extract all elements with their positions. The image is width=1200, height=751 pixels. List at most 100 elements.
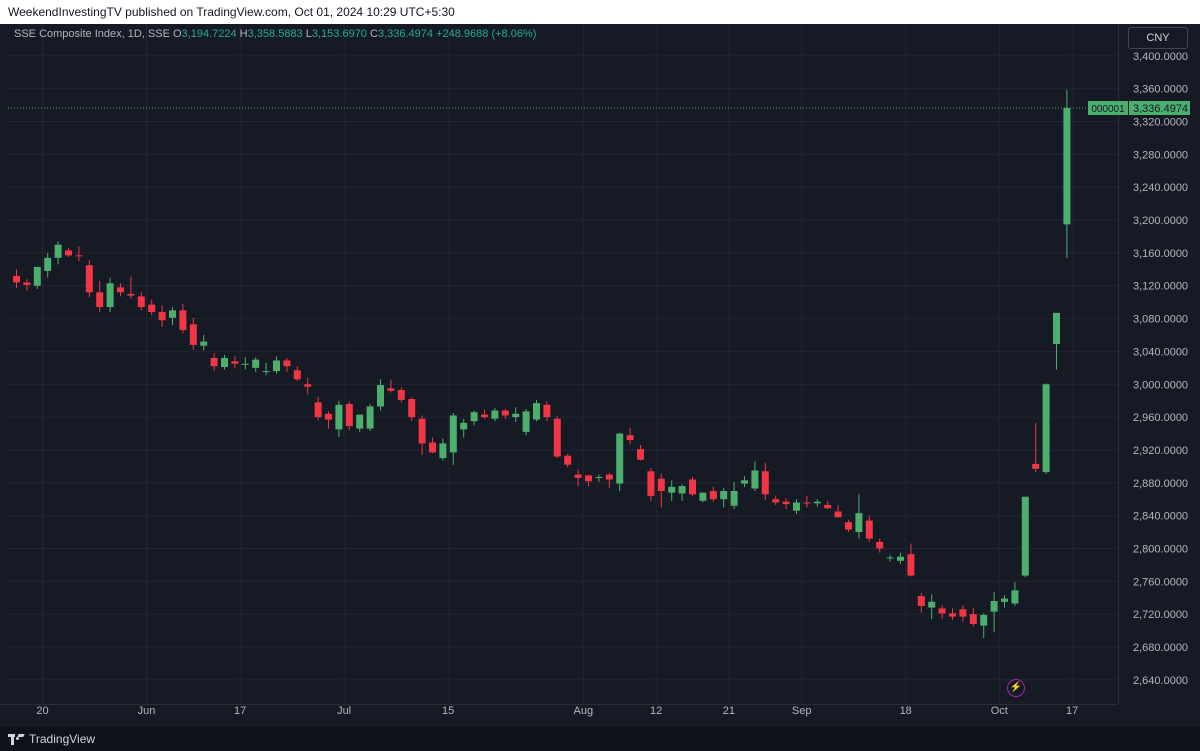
candle-body [803, 502, 811, 504]
candle-body [522, 411, 530, 432]
candle-body [13, 275, 20, 283]
y-tick-label: 3,320.0000 [1133, 117, 1188, 129]
candle-down [845, 519, 852, 533]
candle-up [678, 484, 686, 501]
y-tick-label: 3,360.0000 [1133, 84, 1188, 96]
x-tick-label: 17 [234, 705, 246, 717]
candle-body [356, 414, 364, 429]
candle-body [845, 522, 852, 530]
y-tick-label: 2,960.0000 [1133, 412, 1188, 424]
candle-down [1032, 422, 1040, 473]
candle-body [335, 404, 343, 430]
last-price-line: 000001 3,336.4974 [8, 101, 1190, 115]
candle-body [179, 310, 187, 331]
candle-down [657, 473, 665, 508]
candle-up [54, 241, 62, 265]
publisher-text: WeekendInvestingTV published on TradingV… [8, 5, 455, 19]
x-tick-label: Sep [792, 705, 812, 717]
chart-legend: SSE Composite Index, 1D, SSE O3,194.7224… [14, 28, 536, 40]
candle-down [179, 303, 187, 334]
candle-body [668, 486, 676, 493]
candle-up [720, 487, 728, 508]
candle-body [834, 511, 842, 518]
candle-down [148, 299, 156, 316]
candle-up [990, 591, 998, 633]
candle-body [1011, 590, 1019, 604]
candle-down [907, 543, 915, 577]
candle-body [325, 413, 332, 420]
candle-down [865, 515, 873, 542]
candle-up [470, 410, 478, 426]
candle-up [252, 357, 260, 372]
candle-down [158, 305, 166, 327]
candle-body [304, 384, 312, 387]
candle-body [917, 596, 925, 606]
candle-body [439, 443, 447, 459]
legend-close-label: C [370, 28, 378, 40]
legend-open-label: O [172, 28, 182, 40]
candle-body [262, 371, 270, 373]
y-tick-label: 2,920.0000 [1133, 445, 1188, 457]
x-tick-label: 21 [723, 705, 735, 717]
price-axis[interactable]: 2,640.0000 2,680.0000 2,720.0000 2,760.0000… [1133, 51, 1188, 687]
candle-body [137, 296, 145, 308]
candle-down [553, 416, 561, 459]
candle-up [595, 474, 603, 482]
candle-body [980, 614, 988, 626]
candle-body [585, 475, 592, 482]
candle-body [106, 283, 114, 308]
y-tick-label: 3,280.0000 [1133, 149, 1188, 161]
candlestick-chart[interactable]: 000001 3,336.4974 2,640.0000 2,680.0000 2,7… [0, 24, 1200, 727]
candle-body [158, 312, 166, 321]
candle-body [1021, 496, 1029, 576]
candle-down [481, 409, 488, 419]
candle-up [262, 362, 270, 376]
y-tick-label: 2,840.0000 [1133, 511, 1188, 523]
last-price-tag-bg [1129, 101, 1190, 115]
tradingview-logo[interactable]: TradingView [8, 732, 95, 746]
candle-up [1001, 595, 1008, 608]
y-tick-label: 3,200.0000 [1133, 215, 1188, 227]
time-axis[interactable]: 20 Jun 17 Jul 15 Aug 12 21 Sep 18 Oct 17 [36, 705, 1078, 717]
candle-down [637, 445, 644, 461]
candle-down [772, 495, 780, 505]
candle-down [959, 605, 967, 622]
candle-body [397, 390, 405, 400]
candle-body [824, 504, 832, 509]
candle-up [169, 307, 176, 326]
candle-body [241, 363, 249, 365]
candle-body [709, 490, 717, 500]
y-tick-label: 3,080.0000 [1133, 314, 1188, 326]
candle-down [501, 408, 509, 419]
candle-up [44, 252, 52, 278]
candle-body [1063, 108, 1071, 225]
x-tick-label: 12 [650, 705, 662, 717]
candle-up [335, 400, 343, 437]
candle-body [969, 614, 977, 624]
candle-down [408, 397, 416, 422]
candle-body [44, 257, 52, 271]
currency-button[interactable]: CNY [1128, 27, 1188, 49]
candle-body [345, 403, 353, 427]
candle-body [699, 492, 707, 501]
candle-down [543, 401, 551, 422]
candle-down [387, 379, 395, 393]
legend-symbol: SSE Composite Index, 1D, SSE [14, 28, 170, 40]
candle-up [897, 552, 904, 565]
candle-up [741, 476, 748, 487]
candle-body [75, 255, 83, 257]
candle-down [314, 396, 322, 421]
candle-body [782, 501, 790, 505]
y-tick-label: 3,040.0000 [1133, 346, 1188, 358]
candle-down [418, 415, 426, 455]
candle-body [33, 266, 41, 286]
lightning-icon[interactable]: ⚡ [1007, 679, 1025, 697]
candle-up [439, 438, 447, 461]
candle-body [501, 410, 509, 416]
y-tick-label: 2,640.0000 [1133, 675, 1188, 687]
candle-body [200, 341, 208, 346]
candle-down [876, 538, 884, 553]
candle-body [283, 360, 291, 367]
candle-up [1063, 89, 1071, 259]
candle-body [252, 359, 260, 368]
